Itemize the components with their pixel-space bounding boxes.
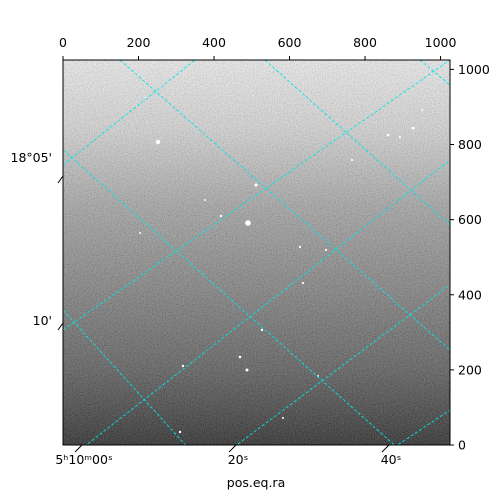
grid-line bbox=[119, 60, 450, 351]
star bbox=[181, 364, 185, 368]
dec-tick bbox=[57, 175, 64, 184]
star bbox=[324, 248, 328, 252]
wcs-grid bbox=[63, 60, 450, 445]
star bbox=[204, 199, 206, 201]
star bbox=[238, 355, 242, 359]
ra-tick-label: 40ˢ bbox=[381, 452, 402, 467]
right-tick-label: 1000 bbox=[458, 62, 490, 77]
grid-line bbox=[264, 60, 450, 226]
star bbox=[245, 368, 249, 372]
dec-tick-label: 10' bbox=[33, 313, 52, 328]
top-tick-label: 1000 bbox=[425, 35, 457, 50]
right-pixel-axis: 0 200 400 600 800 1000 bbox=[450, 62, 490, 453]
right-tick-label: 600 bbox=[458, 212, 482, 227]
star bbox=[301, 281, 305, 285]
top-tick-label: 200 bbox=[127, 35, 151, 50]
dec-tick bbox=[57, 322, 64, 331]
ra-tick-label: 20ˢ bbox=[228, 452, 249, 467]
star bbox=[219, 214, 223, 218]
star bbox=[155, 139, 161, 145]
star bbox=[254, 183, 258, 187]
top-pixel-axis: 0 200 400 600 800 1000 bbox=[59, 35, 457, 60]
star bbox=[139, 232, 141, 234]
grid-line bbox=[63, 149, 396, 445]
grid-line bbox=[85, 159, 450, 445]
ra-tick bbox=[228, 444, 237, 453]
star-field bbox=[139, 97, 423, 434]
star bbox=[245, 220, 251, 226]
grid-line bbox=[63, 309, 187, 445]
ra-axis: 5ʰ10ᵐ00ˢ 20ˢ 40ˢ bbox=[55, 444, 402, 467]
star bbox=[386, 133, 390, 137]
grid-line bbox=[63, 60, 196, 166]
star bbox=[178, 430, 182, 434]
star bbox=[260, 328, 264, 332]
star bbox=[350, 158, 354, 162]
ra-tick bbox=[74, 444, 83, 453]
star bbox=[298, 245, 302, 249]
grid-line bbox=[235, 284, 450, 445]
grid-line bbox=[396, 409, 450, 445]
right-tick-label: 0 bbox=[458, 438, 466, 453]
star bbox=[282, 417, 284, 419]
dec-axis: 18°05' 10' bbox=[11, 150, 64, 331]
plot-frame bbox=[62, 59, 451, 446]
right-tick-label: 200 bbox=[458, 362, 482, 377]
top-tick-label: 400 bbox=[202, 35, 226, 50]
top-tick-label: 800 bbox=[353, 35, 377, 50]
star bbox=[421, 109, 423, 111]
right-tick-label: 400 bbox=[458, 287, 482, 302]
top-tick-label: 0 bbox=[59, 35, 67, 50]
grid-line bbox=[419, 60, 450, 86]
grid-line bbox=[63, 60, 450, 331]
top-tick-label: 600 bbox=[278, 35, 302, 50]
x-axis-label: pos.eq.ra bbox=[227, 475, 285, 490]
ra-tick bbox=[381, 444, 390, 453]
star bbox=[398, 135, 402, 139]
ra-tick-label: 5ʰ10ᵐ00ˢ bbox=[55, 452, 112, 467]
star bbox=[411, 126, 415, 130]
dec-tick-label: 18°05' bbox=[11, 150, 53, 165]
sky-image bbox=[63, 60, 450, 445]
right-tick-label: 800 bbox=[458, 137, 482, 152]
